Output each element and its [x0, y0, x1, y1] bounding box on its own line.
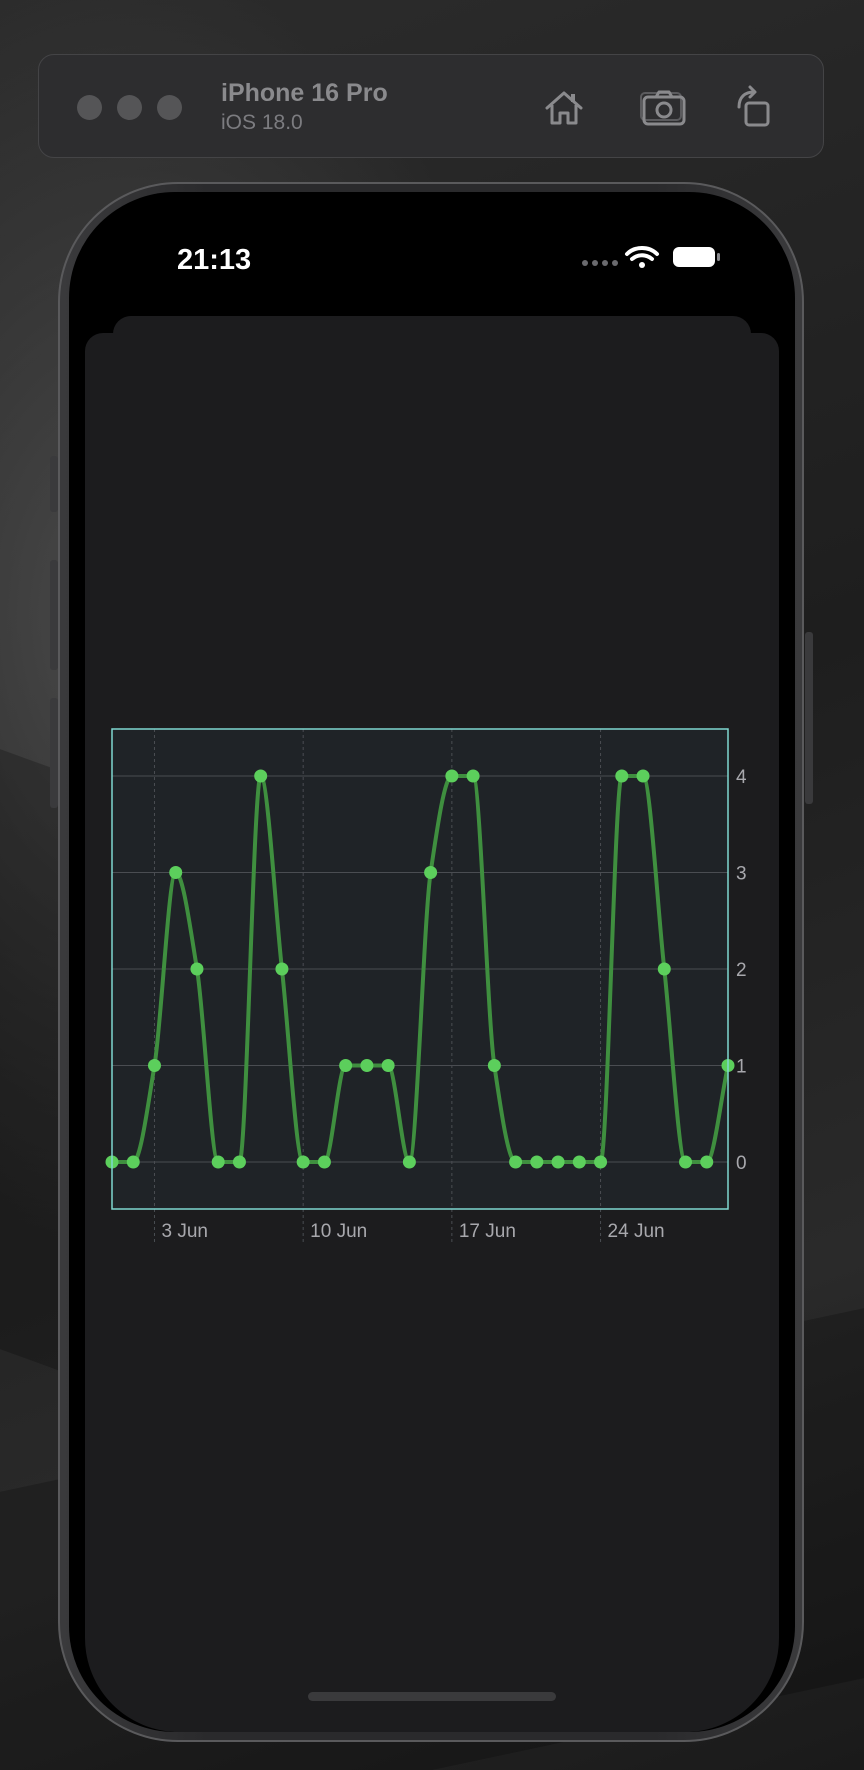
x-axis: 3 Jun 10 Jun 17 Jun 24 Jun: [161, 1221, 664, 1242]
home-indicator: [308, 1692, 556, 1701]
y-tick-label: 1: [736, 1057, 747, 1078]
zoom-window-button[interactable]: [157, 95, 182, 120]
data-point: [509, 1155, 523, 1169]
data-point: [466, 769, 480, 783]
screenshot-button[interactable]: [639, 83, 689, 133]
volume-down-button: [50, 698, 58, 808]
close-window-button[interactable]: [77, 95, 102, 120]
minimize-window-button[interactable]: [117, 95, 142, 120]
x-tick-label: 3 Jun: [161, 1221, 207, 1242]
sheet: 3 Jun 10 Jun 17 Jun 24 Jun 0 1 2 3 4: [85, 333, 779, 1732]
data-point: [445, 769, 459, 783]
data-point: [254, 769, 268, 783]
data-point: [487, 1059, 501, 1072]
data-point: [700, 1155, 714, 1169]
data-point: [572, 1155, 586, 1169]
data-point: [317, 1155, 331, 1169]
background-facet: [0, 749, 60, 1371]
y-tick-label: 2: [736, 960, 747, 981]
x-tick-label: 10 Jun: [310, 1221, 367, 1242]
x-tick-label: 17 Jun: [459, 1221, 516, 1242]
data-point: [594, 1155, 608, 1169]
data-point: [147, 1059, 161, 1072]
data-point: [424, 866, 438, 879]
data-point: [679, 1155, 693, 1169]
y-tick-label: 0: [736, 1153, 747, 1174]
data-points: [105, 769, 735, 1169]
battery-icon: [673, 247, 720, 267]
data-point: [126, 1155, 140, 1169]
simulator-toolbar: iPhone 16 Pro iOS 18.0: [38, 54, 824, 158]
home-icon: [545, 91, 583, 125]
status-icons: [582, 246, 720, 268]
data-point: [551, 1155, 565, 1169]
data-point: [657, 962, 671, 976]
plot-border: [111, 728, 729, 1210]
data-point: [381, 1059, 395, 1072]
action-button: [50, 456, 58, 512]
phone-screen: 21:13 3 Jun 10 Jun 17 Jun 24 Jun 0 1 2 3 4: [69, 192, 795, 1732]
data-point: [360, 1059, 374, 1072]
data-point: [339, 1059, 353, 1072]
rotate-button[interactable]: [729, 83, 779, 133]
camera-icon: [640, 90, 686, 126]
data-point: [402, 1155, 416, 1169]
wifi-icon: [625, 246, 659, 268]
status-time: 21:13: [177, 244, 252, 276]
data-point: [169, 866, 183, 879]
rotate-icon: [737, 85, 770, 127]
y-tick-label: 4: [736, 767, 747, 788]
data-point: [296, 1155, 310, 1169]
volume-up-button: [50, 560, 58, 670]
data-point: [530, 1155, 544, 1169]
y-tick-label: 3: [736, 864, 747, 885]
x-tick-label: 24 Jun: [608, 1221, 665, 1242]
data-point: [275, 962, 289, 976]
power-button: [805, 632, 813, 804]
device-name: iPhone 16 Pro: [221, 79, 388, 107]
data-point: [211, 1155, 225, 1169]
cellular-dots-icon: [582, 260, 618, 266]
os-version: iOS 18.0: [221, 111, 303, 134]
data-point: [615, 769, 629, 783]
home-button[interactable]: [539, 83, 589, 133]
data-point: [190, 962, 204, 976]
data-point: [232, 1155, 246, 1169]
line-chart: 3 Jun 10 Jun 17 Jun 24 Jun 0 1 2 3 4: [105, 728, 747, 1243]
data-point: [636, 769, 650, 783]
y-axis: 0 1 2 3 4: [736, 767, 747, 1174]
